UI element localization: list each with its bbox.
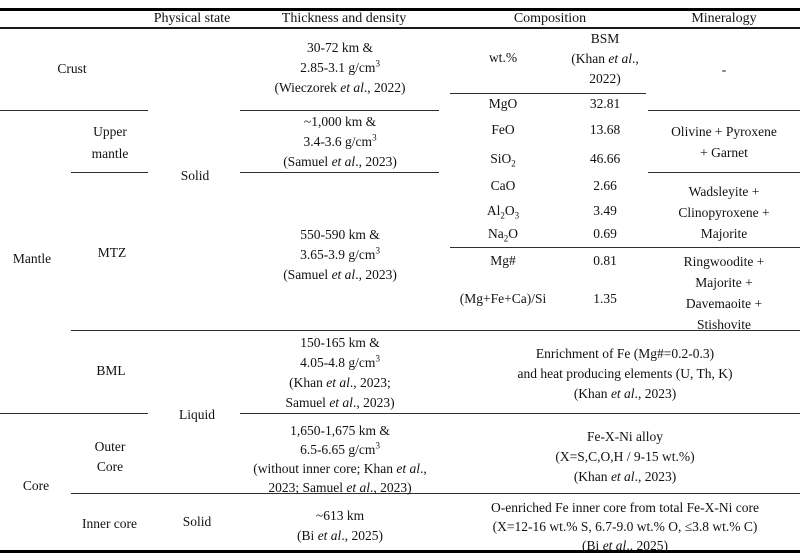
thickness-upper-mantle: ~1,000 km & 3.4-3.6 g/cm3 (Samuel et al., … xyxy=(283,114,397,169)
oxide-value: 13.68 xyxy=(589,122,621,137)
oxide-label: Na2O xyxy=(488,226,518,244)
composition-outer-core: Fe-X-Ni alloy (X=S,C,O,H / 9-15 wt.%) (Kha… xyxy=(555,429,695,484)
layer-bml: BML xyxy=(96,363,126,378)
header-mineralogy: Mineralogy xyxy=(691,11,757,26)
rule-bml-bottom-left xyxy=(0,413,148,414)
thickness-bml: 150-165 km & 4.05-4.8 g/cm3 (Khan et al., … xyxy=(285,335,395,410)
rule-crust-bottom-mid xyxy=(240,110,439,111)
composition-model-header: BSM (Khan et al., 2022) xyxy=(571,31,639,86)
oxide-value: 46.66 xyxy=(589,151,621,166)
oxide-label: MgO xyxy=(488,96,518,111)
thickness-crust: 30-72 km & 2.85-3.1 g/cm3 (Wieczorek et al… xyxy=(274,40,406,95)
rule-outer-core-bottom xyxy=(71,493,800,494)
region-mantle: Mantle xyxy=(12,251,52,266)
rule-oxides-bottom xyxy=(450,247,800,248)
thickness-mtz: 550-590 km & 3.65-3.9 g/cm3 (Samuel et al.… xyxy=(283,227,397,282)
mineralogy-mtz-upper: Wadsleyite + Clinopyroxene + Majorite xyxy=(678,184,770,241)
state-liquid: Liquid xyxy=(179,407,215,422)
composition-unit-label: wt.% xyxy=(488,50,518,65)
oxide-label: Mg# xyxy=(490,253,516,268)
oxide-value: 0.81 xyxy=(593,253,617,268)
table-top-rule xyxy=(0,8,800,11)
header-thickness: Thickness and density xyxy=(281,11,407,26)
state-solid-mantle: Solid xyxy=(180,168,210,183)
oxide-label: CaO xyxy=(490,178,516,193)
rule-crust-bottom-right xyxy=(648,110,800,111)
rule-bsm-underline xyxy=(450,93,646,94)
rule-bml-bottom-right xyxy=(240,413,800,414)
layer-upper-mantle: Upper mantle xyxy=(91,124,129,161)
oxide-label: SiO2 xyxy=(490,151,516,169)
rule-crust-bottom-left xyxy=(0,110,148,111)
region-crust: Crust xyxy=(57,61,87,76)
region-core: Core xyxy=(22,478,50,493)
mineralogy-upper-mantle: Olivine + Pyroxene + Garnet xyxy=(671,124,777,160)
rule-um-bottom-right xyxy=(648,172,800,173)
layer-mtz: MTZ xyxy=(97,245,127,260)
layer-outer-core: Outer Core xyxy=(94,439,126,474)
oxide-value: 0.69 xyxy=(593,226,617,241)
mineralogy-crust: - xyxy=(721,62,727,77)
state-solid-inner: Solid xyxy=(182,514,212,529)
header-rule xyxy=(0,27,800,29)
header-physical-state: Physical state xyxy=(153,11,231,26)
layer-inner-core: Inner core xyxy=(81,516,138,531)
table-bottom-rule xyxy=(0,550,800,553)
composition-bml: Enrichment of Fe (Mg#=0.2-0.3) and heat p… xyxy=(517,346,733,401)
oxide-value: 32.81 xyxy=(589,96,621,111)
oxide-label: (Mg+Fe+Ca)/Si xyxy=(459,291,547,306)
oxide-label: Al2O3 xyxy=(486,203,520,221)
oxide-value: 1.35 xyxy=(593,291,617,306)
thickness-inner-core: ~613 km (Bi et al., 2025) xyxy=(297,508,383,543)
rule-um-bottom-left xyxy=(71,172,148,173)
rule-um-bottom-mid xyxy=(240,172,439,173)
oxide-value: 3.49 xyxy=(593,203,617,218)
oxide-value: 2.66 xyxy=(593,178,617,193)
thickness-outer-core: 1,650-1,675 km & 6.5-6.65 g/cm3 (without i… xyxy=(253,423,427,495)
rule-mtz-bottom xyxy=(71,330,800,331)
oxide-label: FeO xyxy=(491,122,515,137)
mineralogy-mtz-lower: Ringwoodite + Majorite + Davemaoite + Stish… xyxy=(683,254,765,332)
header-composition: Composition xyxy=(513,11,587,26)
composition-inner-core: O-enriched Fe inner core from total Fe-X… xyxy=(490,500,760,553)
